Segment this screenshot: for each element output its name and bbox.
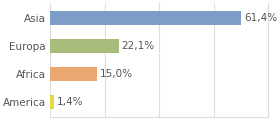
Text: 61,4%: 61,4% xyxy=(244,13,277,23)
Bar xyxy=(50,11,241,25)
Text: 1,4%: 1,4% xyxy=(57,97,83,107)
Text: 15,0%: 15,0% xyxy=(99,69,132,79)
Bar xyxy=(50,95,54,109)
Text: 22,1%: 22,1% xyxy=(122,41,155,51)
Bar xyxy=(50,39,119,53)
Bar xyxy=(50,67,97,81)
